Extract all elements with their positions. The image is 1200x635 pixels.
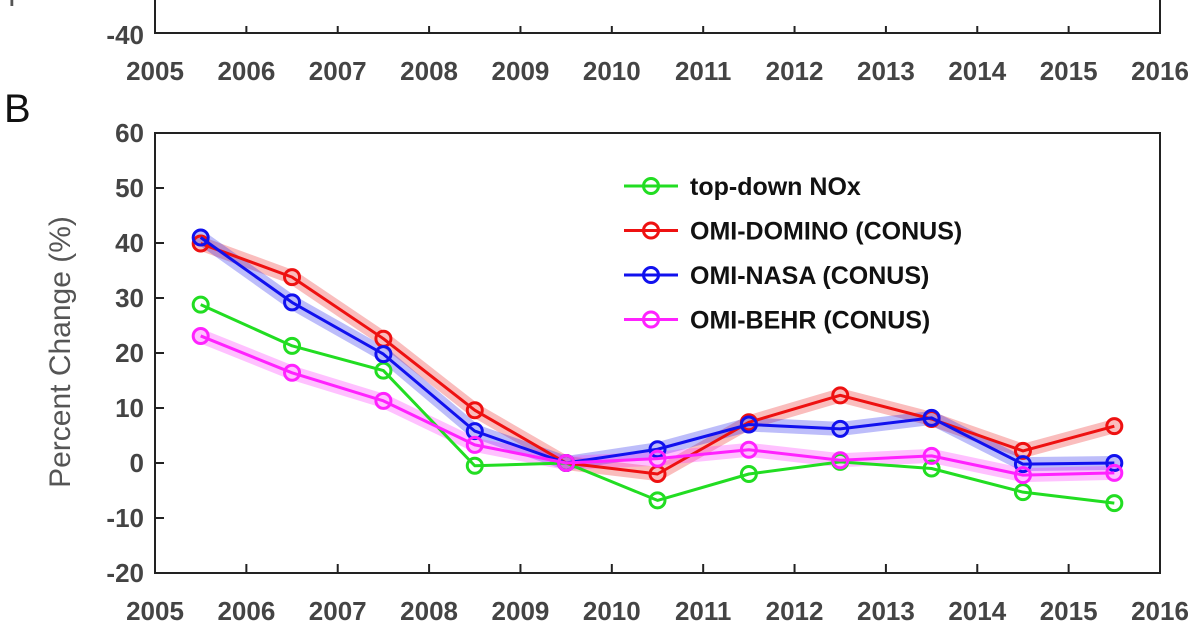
panel-b-x-tick-label: 2006 <box>217 596 275 626</box>
legend: top-down NOx OMI-DOMINO (CONUS) OMI-NASA (… <box>624 173 962 335</box>
data-point <box>465 435 484 454</box>
data-point <box>1013 466 1032 485</box>
panel-a-axes-box <box>154 0 1161 34</box>
panel-b-y-tick-label: 20 <box>115 338 144 368</box>
series-line <box>199 236 1115 466</box>
panel-a-x-tick-label: 2016 <box>1131 56 1189 86</box>
panel-a-x-tick-label: 2013 <box>857 56 915 86</box>
panel-b-x-tick-label: 2011 <box>675 596 731 626</box>
data-point <box>191 326 210 345</box>
data-point <box>739 440 758 459</box>
panel-b-y-tick-label: 30 <box>115 283 144 313</box>
data-point <box>283 293 302 312</box>
legend-label: OMI-BEHR (CONUS) <box>690 307 930 335</box>
panel-b-y-tick-label: 40 <box>115 228 144 258</box>
data-point <box>922 408 941 427</box>
panel-b-y-tick-label: -10 <box>106 503 144 533</box>
panel-b-x-tick-label: 2009 <box>492 596 550 626</box>
panel-b-x-tick-label: 2015 <box>1040 596 1098 626</box>
legend-marker <box>642 266 660 284</box>
panel-b-x-tick-label: 2010 <box>583 596 641 626</box>
panel-b-letter: B <box>4 87 31 131</box>
panel-b-y-tick-label: 60 <box>115 118 144 148</box>
data-point <box>1013 483 1032 502</box>
data-point <box>922 446 941 465</box>
panel-b-y-tick-label: -20 <box>106 558 144 588</box>
legend-label: OMI-DOMINO (CONUS) <box>690 218 962 246</box>
panel-a-x-tick-label: 2006 <box>217 56 275 86</box>
data-point <box>1105 454 1124 472</box>
data-point <box>739 465 758 483</box>
panel-b-x-tick-label: 2008 <box>400 596 458 626</box>
panel-b-x-tick-label: 2005 <box>126 596 184 626</box>
panel-b-axes-box <box>154 132 1161 574</box>
data-point <box>922 459 941 478</box>
series-line <box>200 242 1115 476</box>
data-point <box>191 228 210 247</box>
panel-b-y-tick-label: 10 <box>115 393 144 423</box>
data-point <box>739 415 758 434</box>
data-point <box>648 449 667 468</box>
panel-b-x-tick-label: 2007 <box>309 596 367 626</box>
panel-b-y-tick-label: 0 <box>130 448 144 478</box>
panel-b-x-tick-label: 2014 <box>948 596 1006 626</box>
data-point <box>465 401 484 420</box>
panel-a-x-tick-label: 2011 <box>675 56 731 86</box>
panel-b-x-tick-label: 2012 <box>766 596 824 626</box>
panel-b-y-axis-title: Percent Change (%) <box>44 216 77 488</box>
data-point <box>1013 455 1032 474</box>
data-point <box>374 345 393 364</box>
panel-b-y-tick-label: 50 <box>115 173 144 203</box>
panel-a-x-tick-label: 2014 <box>948 56 1006 86</box>
legend-label: OMI-NASA (CONUS) <box>690 262 929 290</box>
data-point <box>1105 494 1124 513</box>
data-point <box>1105 417 1124 436</box>
panel-a-x-tick-label: 2015 <box>1040 56 1098 86</box>
panel-a-x-tick-label: 2009 <box>492 56 550 86</box>
data-point <box>1013 441 1032 460</box>
data-point <box>283 363 302 382</box>
data-point <box>831 386 850 405</box>
data-point <box>191 295 210 314</box>
panel-b-y-ticks: 60 50 40 30 20 10 0 -10 -20 <box>106 118 164 588</box>
data-point <box>831 451 850 470</box>
legend-label: top-down NOx <box>690 173 861 201</box>
data-point <box>374 391 393 410</box>
panel-b: B Percent Change (%) 6050403020100-10-20… <box>4 87 1189 626</box>
panel-a-x-tick-label: 2008 <box>400 56 458 86</box>
panel-a: P -40 2005200620072008200920102011201220… <box>8 0 1189 86</box>
data-point <box>831 419 850 438</box>
panel-a-y-tick-label: -40 <box>106 20 144 50</box>
data-point <box>283 268 302 287</box>
data-point <box>465 456 484 475</box>
panel-a-x-tick-label: 2012 <box>766 56 824 86</box>
data-point <box>1105 463 1124 482</box>
legend-marker <box>642 177 660 195</box>
panel-b-x-tick-label: 2013 <box>857 596 915 626</box>
data-point <box>648 440 667 459</box>
panel-a-x-tick-label: 2010 <box>583 56 641 86</box>
series-line <box>200 334 1115 477</box>
legend-marker <box>642 310 660 329</box>
legend-marker <box>642 221 660 240</box>
series-line <box>200 303 1115 505</box>
panel-b-x-tick-label: 2016 <box>1131 596 1189 626</box>
panel-a-x-tick-label: 2007 <box>309 56 367 86</box>
data-point <box>283 336 302 355</box>
data-point <box>557 454 576 472</box>
panel-a-x-ticks: 2005 2006 2007 2008 2009 2010 2011 2012 2013 2014… <box>126 26 1189 86</box>
panel-b-x-ticks: 2005 2006 2007 2008 2009 2010 2011 2012 2013 2014… <box>126 564 1189 626</box>
panel-b-series-lines <box>191 228 1124 513</box>
panel-a-ylabel-fragment: P <box>8 0 28 13</box>
data-point <box>648 491 667 510</box>
panel-a-x-tick-label: 2005 <box>126 56 184 86</box>
